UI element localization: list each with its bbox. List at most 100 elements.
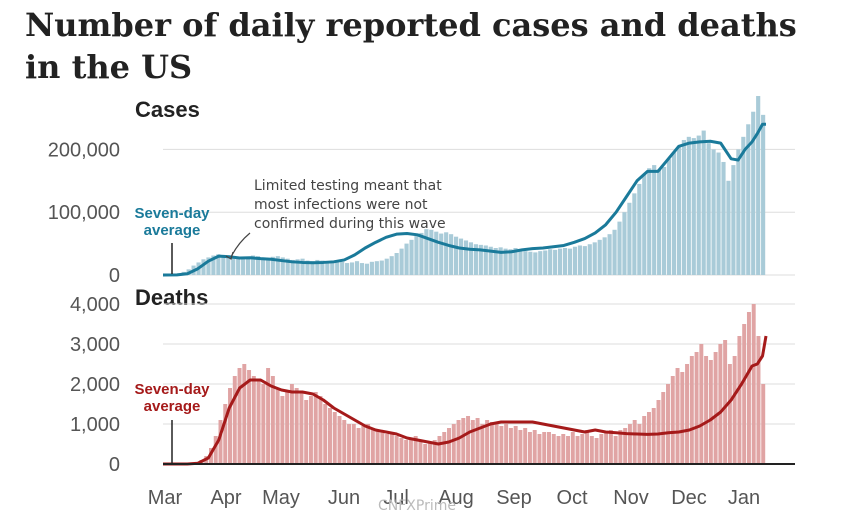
cases-bar	[642, 174, 647, 275]
cases-bar	[716, 152, 721, 275]
deaths-bar	[537, 434, 542, 464]
deaths-bar	[742, 324, 747, 464]
cases-bar	[676, 146, 682, 275]
deaths-bar	[408, 438, 413, 464]
deaths-bar	[380, 432, 385, 464]
cases-avg-label-line2: average	[144, 222, 201, 239]
deaths-bar	[232, 376, 237, 464]
deaths-bar	[342, 420, 347, 464]
cases-bar	[434, 231, 439, 275]
deaths-bar	[313, 392, 318, 464]
deaths-bar	[561, 434, 566, 464]
cases-bar	[429, 229, 434, 275]
cases-bar	[627, 202, 632, 275]
deaths-bar	[466, 416, 471, 464]
cases-bars	[171, 96, 766, 276]
deaths-bar	[251, 376, 256, 464]
deaths-bar	[418, 440, 423, 464]
testing-note-arrow	[230, 232, 251, 258]
deaths-bar	[404, 440, 409, 464]
deaths-bar	[675, 368, 680, 464]
deaths-bar	[256, 380, 261, 464]
deaths-bar	[723, 340, 728, 464]
deaths-bar	[213, 436, 218, 464]
deaths-bar	[532, 430, 537, 464]
deaths-bar	[375, 430, 380, 464]
deaths-y-tick-label: 3,000	[70, 334, 120, 356]
cases-bar	[483, 245, 488, 275]
cases-bar	[409, 239, 414, 275]
cases-bar	[374, 261, 379, 275]
deaths-bar	[266, 368, 271, 464]
cases-avg-label-line1: Seven-day	[134, 205, 210, 222]
watermark: CNFXPrime	[378, 498, 456, 514]
deaths-bar	[480, 424, 485, 464]
deaths-bar	[275, 388, 280, 464]
cases-bar	[270, 256, 275, 275]
deaths-bar	[356, 428, 361, 464]
deaths-bar	[247, 370, 252, 464]
cases-bar	[379, 260, 384, 275]
cases-bar	[241, 258, 246, 275]
cases-bar	[622, 212, 627, 275]
deaths-bar	[556, 436, 561, 464]
cases-bar	[399, 248, 404, 275]
cases-bar	[558, 248, 563, 275]
deaths-bar	[308, 396, 313, 464]
cases-bar	[439, 233, 444, 275]
x-tick-label: Jan	[728, 487, 760, 509]
deaths-bar	[646, 412, 651, 464]
cases-bar	[721, 161, 726, 275]
cases-bar	[389, 256, 394, 275]
deaths-bar	[508, 428, 513, 464]
cases-bar	[657, 169, 662, 275]
deaths-bars	[189, 304, 766, 464]
cases-bar	[746, 124, 751, 275]
cases-bar	[330, 262, 335, 275]
cases-bar	[741, 136, 746, 275]
deaths-bar	[589, 436, 594, 464]
cases-bar	[632, 193, 637, 275]
cases-bar	[587, 244, 592, 275]
cases-bar	[295, 259, 300, 275]
deaths-bar	[261, 384, 266, 464]
cases-bar	[265, 259, 270, 275]
deaths-bar	[689, 356, 694, 464]
cases-bar	[221, 254, 226, 275]
cases-bar	[246, 256, 251, 275]
cases-bar	[701, 130, 706, 275]
cases-bar	[369, 261, 374, 275]
deaths-bar	[494, 424, 499, 464]
deaths-bar	[518, 430, 523, 464]
cases-bar	[449, 234, 454, 275]
deaths-bar	[570, 432, 575, 464]
cases-bar	[567, 248, 573, 275]
cases-y-tick-label: 200,000	[48, 139, 120, 161]
cases-y-axis: 0 100,000 200,000	[48, 139, 120, 287]
deaths-bar	[513, 426, 518, 464]
cases-bar	[647, 168, 652, 275]
cases-bar	[364, 263, 370, 275]
cases-panel-title: Cases	[135, 97, 200, 122]
cases-y-tick-label: 100,000	[48, 202, 120, 224]
deaths-bar	[566, 436, 571, 464]
deaths-bar	[237, 368, 242, 464]
cases-bar	[290, 259, 295, 275]
cases-bar	[468, 242, 474, 275]
x-tick-label: Apr	[210, 487, 241, 509]
x-tick-label: Sep	[496, 487, 532, 509]
deaths-bar	[761, 384, 766, 464]
deaths-bar	[746, 312, 751, 464]
deaths-bar	[551, 434, 556, 464]
deaths-bar	[427, 442, 432, 464]
deaths-bar	[727, 364, 732, 464]
testing-annotation: Limited testing meant that most infectio…	[225, 178, 446, 260]
cases-bar	[508, 249, 513, 275]
cases-bar	[285, 258, 290, 275]
deaths-bar	[632, 420, 637, 464]
cases-bar	[731, 165, 736, 275]
x-tick-label: Oct	[556, 487, 588, 509]
deaths-bar	[627, 424, 632, 464]
cases-bar	[592, 242, 597, 275]
